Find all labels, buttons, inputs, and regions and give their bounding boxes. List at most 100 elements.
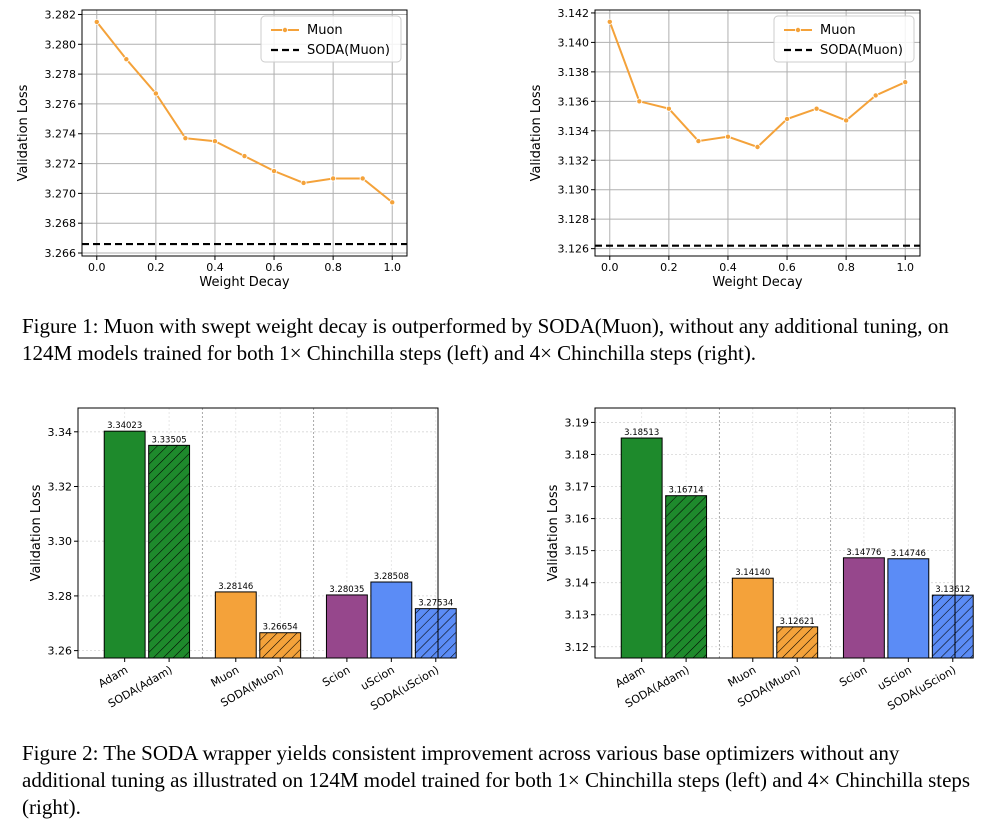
bar-hatch-overlay [148,445,190,658]
y-tick-label: 3.142 [558,7,590,20]
data-point [330,175,337,182]
figure1-right-line-chart: 0.0 0.2 0.4 0.6 0.8 1.0 3.126 3.128 3.130 3.132 3.… [515,0,935,300]
y-tick-label: 3.280 [45,38,77,51]
data-point [665,105,672,112]
y-axis-title: Validation Loss [16,84,31,181]
y-tick-label: 3.274 [45,128,77,141]
bar-value-label: 3.13612 [935,585,970,595]
x-tick-label: 0.0 [601,261,619,274]
x-axis-title: Weight Decay [199,275,290,290]
y-axis-title: Validation Loss [29,484,44,581]
x-category-label: Scion [320,663,352,689]
y-tick-label: 3.268 [45,217,77,230]
y-tick-label: 3.140 [558,36,590,49]
data-point [271,168,278,175]
bar-muon [731,577,774,659]
y-tick-label: 3.28 [48,590,73,603]
legend-label-soda-muon: SODA(Muon) [307,43,390,58]
figure2-right-bar-chart: 3.18513 Adam 3.16714 SODA(Adam) 3.14140 Muon 3… [520,395,980,725]
data-point [93,18,100,25]
y-tick-label: 3.16 [565,513,590,526]
x-category-label: Adam [613,663,647,690]
y-tick-label: 3.19 [565,416,590,429]
bar-hatch-overlay [259,632,301,658]
y-tick-label: 3.282 [45,8,77,21]
plot-frame [81,9,408,257]
data-point [872,92,879,99]
bar-uscion [887,558,930,659]
x-tick-label: 0.4 [719,261,737,274]
y-tick-label: 3.34 [48,426,73,439]
figure1-caption: Figure 1: Muon with swept weight decay i… [22,314,949,365]
plot-frame [594,9,921,257]
bar-hatch-overlay [932,595,974,658]
y-tick-label: 3.14 [565,577,590,590]
data-point [636,98,643,105]
bar-value-label: 3.33505 [152,435,187,445]
data-point [784,116,791,123]
bar-value-label: 3.14746 [891,549,926,559]
data-point [300,179,307,186]
data-point [241,153,248,160]
data-point [843,117,850,124]
bar-value-label: 3.26654 [263,623,298,633]
figure2-left-bar-chart: 3.34023 Adam 3.33505 SODA(Adam) 3.28146 Muon 3… [0,395,460,725]
data-point [606,18,613,25]
x-tick-label: 1.0 [383,261,401,274]
data-point [813,105,820,112]
data-point [152,90,159,97]
bar-scion [842,557,885,659]
x-category-label: Muon [726,663,759,689]
line-chart-svg: 0.0 0.2 0.4 0.6 0.8 1.0 3.126 3.128 3.130 3.132 3.… [529,7,921,290]
y-tick-label: 3.17 [565,481,590,494]
data-point [724,133,731,140]
y-tick-label: 3.272 [45,158,77,171]
legend-label-muon: Muon [820,23,856,38]
y-tick-label: 3.278 [45,68,77,81]
x-tick-label: 0.4 [206,261,224,274]
data-point [123,56,130,63]
y-tick-label: 3.134 [558,125,590,138]
bar-scion [325,594,368,659]
bar-value-label: 3.34023 [107,421,142,431]
y-tick-label: 3.132 [558,154,590,167]
figure1-left-line-chart: 0.0 0.2 0.4 0.6 0.8 1.0 3.266 3.268 3.270 3.272 3.… [0,0,420,300]
y-tick-label: 3.130 [558,184,590,197]
bar-value-label: 3.28035 [329,585,364,595]
x-tick-label: 1.0 [896,261,914,274]
data-point [754,143,761,150]
data-point [359,175,366,182]
bar-hatch-overlay [665,495,707,658]
legend-marker-muon [281,26,288,33]
x-tick-label: 0.8 [837,261,855,274]
plot-frame [77,407,439,659]
y-tick-label: 3.136 [558,95,590,108]
data-point [182,135,189,142]
y-tick-label: 3.30 [48,535,73,548]
data-point [389,199,396,206]
bar-chart-svg: 3.18513Adam3.16714SODA(Adam)3.14140Muon3… [546,407,974,713]
bar-adam [103,430,146,659]
y-tick-label: 3.276 [45,98,77,111]
bar-value-label: 3.16714 [669,486,704,496]
bar-value-label: 3.28508 [374,572,409,582]
y-tick-label: 3.126 [558,243,590,256]
bar-value-label: 3.28146 [218,582,253,592]
y-tick-label: 3.32 [48,481,73,494]
x-tick-label: 0.2 [147,261,165,274]
legend: Muon SODA(Muon) [260,15,402,63]
x-tick-label: 0.8 [324,261,342,274]
legend-label-muon: Muon [307,23,343,38]
bar-chart-svg: 3.34023Adam3.33505SODA(Adam)3.28146Muon3… [29,407,457,713]
figure2-caption: Figure 2: The SODA wrapper yields consis… [22,741,971,819]
y-axis-title: Validation Loss [546,484,561,581]
bar-adam [620,437,663,659]
bar-value-label: 3.14776 [846,548,881,558]
bar-uscion [370,581,413,659]
y-tick-label: 3.18 [565,448,590,461]
bar-value-label: 3.12621 [780,617,815,627]
y-tick-label: 3.13 [565,609,590,622]
bar-muon [214,591,257,659]
x-tick-label: 0.6 [778,261,796,274]
plot-frame [594,407,956,659]
